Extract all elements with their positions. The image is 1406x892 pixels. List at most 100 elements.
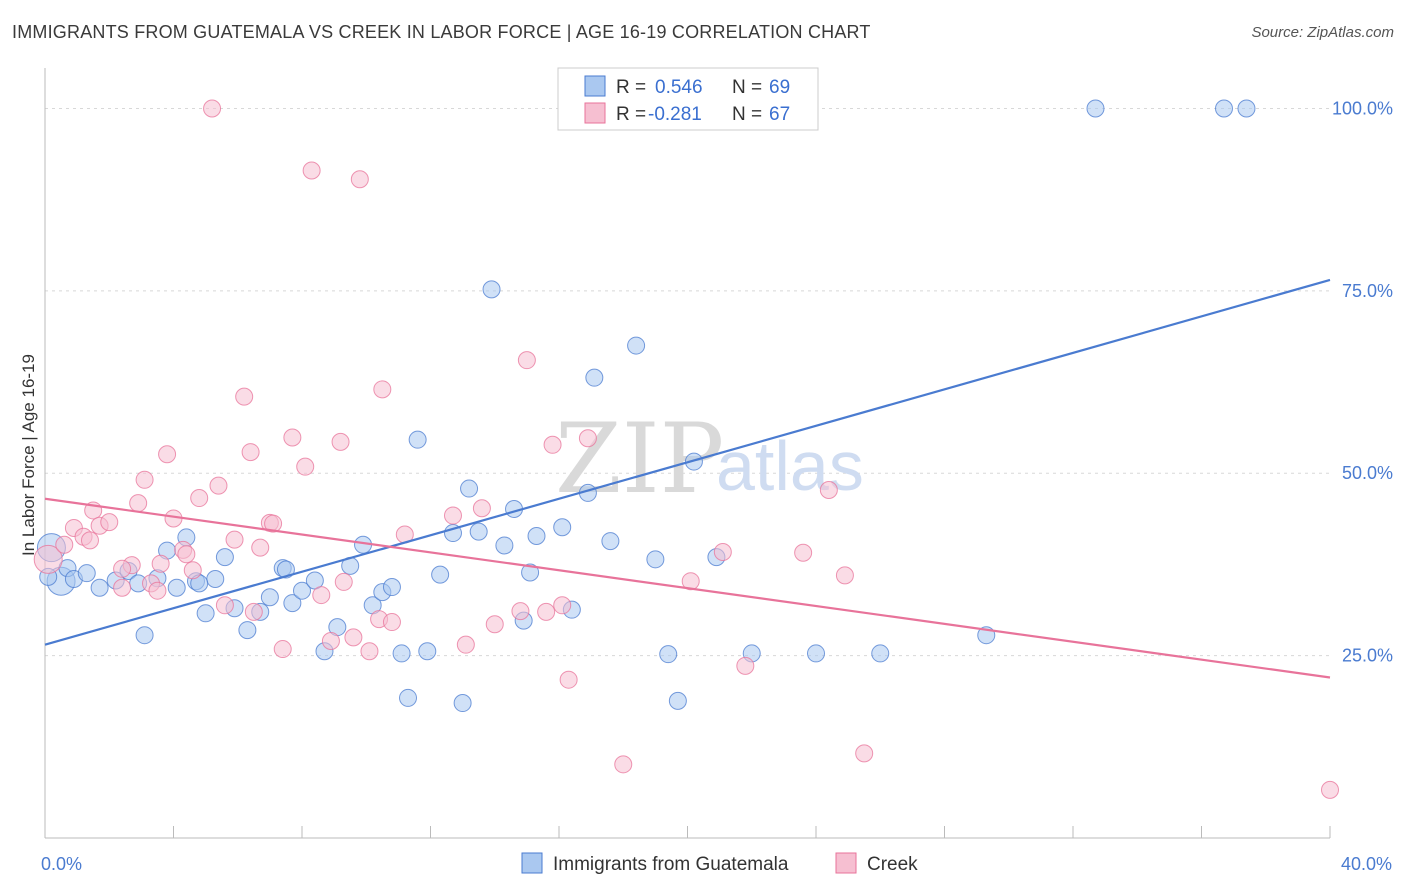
legend-n-label-1: N =	[732, 77, 762, 98]
creek-point-55	[819, 481, 838, 500]
chart-title: IMMIGRANTS FROM GUATEMALA VS CREEK IN LA…	[12, 22, 871, 42]
creek-point-23	[241, 443, 260, 462]
guatemala-point-60	[871, 644, 890, 663]
creek-point-30	[312, 586, 331, 605]
guatemala-point-45	[521, 563, 540, 582]
creek-point-32	[331, 432, 350, 451]
creek-point-21	[225, 530, 244, 549]
guatemala-point-64	[1237, 99, 1256, 118]
creek-point-9	[129, 494, 148, 513]
creek-point-38	[382, 613, 401, 632]
guatemala-point-37	[443, 524, 462, 543]
creek-point-59	[151, 554, 170, 573]
legend-n-value-2: 67	[769, 104, 790, 125]
creek-point-18	[203, 99, 222, 118]
legend-n-value-1: 69	[769, 77, 790, 98]
guatemala-point-16	[215, 548, 234, 567]
creek-point-48	[559, 670, 578, 689]
creek-point-10	[135, 470, 154, 489]
guatemala-point-66	[276, 560, 295, 579]
legend-pink-swatch	[584, 102, 606, 124]
creek-point-49	[578, 429, 597, 448]
guatemala-point-62	[1086, 99, 1105, 118]
creek-point-62	[264, 514, 283, 533]
guatemala-point-22	[283, 594, 302, 613]
guatemala-point-11	[167, 578, 186, 597]
guatemala-point-63	[1214, 99, 1233, 118]
guatemala-point-39	[460, 479, 479, 498]
creek-point-63	[511, 602, 530, 621]
creek-point-22	[235, 387, 254, 406]
creek-point-17	[190, 489, 209, 508]
creek-point-52	[713, 543, 732, 562]
creek-point-0	[33, 544, 63, 574]
legend-guatemala-swatch	[521, 852, 543, 874]
y-tick-label-0: 25.0%	[1342, 646, 1393, 666]
guatemala-point-8	[135, 626, 154, 645]
series-legend: Immigrants from Guatemala Creek	[521, 852, 918, 875]
guatemala-point-20	[260, 588, 279, 607]
guatemala-point-46	[527, 526, 546, 545]
creek-point-28	[296, 457, 315, 476]
creek-point-7	[113, 578, 132, 597]
guatemala-point-5	[90, 578, 109, 597]
creek-point-24	[251, 538, 270, 557]
y-tick-label-1: 50.0%	[1342, 463, 1393, 483]
creek-point-66	[177, 545, 196, 564]
guatemala-point-40	[469, 522, 488, 541]
guatemala-point-51	[601, 532, 620, 551]
guatemala-point-59	[807, 644, 825, 663]
guatemala-point-41	[482, 280, 501, 299]
axes	[44, 68, 1331, 839]
creek-point-51	[681, 572, 700, 591]
creek-point-16	[183, 561, 202, 580]
legend-r-value-1: 0.546	[655, 77, 703, 98]
guatemala-point-55	[668, 691, 687, 710]
creek-point-46	[543, 435, 562, 454]
creek-point-43	[485, 615, 504, 634]
creek-point-35	[360, 642, 379, 661]
creek-point-27	[283, 428, 302, 447]
x-tick-labels: 0.0% 40.0%	[41, 854, 1392, 874]
series-creek-points	[33, 99, 1339, 799]
creek-point-33	[344, 628, 363, 647]
creek-point-29	[302, 161, 321, 180]
guatemala-point-15	[206, 570, 225, 589]
creek-point-65	[113, 559, 132, 578]
guatemala-trend-line	[44, 278, 1331, 646]
x-tick-label-1: 40.0%	[1341, 854, 1392, 874]
creek-point-40	[443, 506, 462, 525]
legend-r-label-2: R =	[616, 104, 646, 125]
legend-guatemala-label: Immigrants from Guatemala	[553, 854, 789, 875]
creek-point-60	[244, 602, 263, 621]
legend-blue-swatch	[584, 75, 606, 97]
creek-point-61	[80, 531, 99, 550]
legend-creek-swatch	[835, 852, 857, 874]
y-tick-label-3: 100.0%	[1332, 98, 1393, 118]
creek-point-58	[1321, 780, 1339, 799]
creek-point-44	[517, 351, 536, 370]
legend-creek-label: Creek	[867, 854, 918, 875]
correlation-legend: R = 0.546 N = 69 R = -0.281 N = 67	[557, 67, 819, 131]
creek-point-12	[148, 581, 167, 600]
guatemala-point-54	[659, 645, 678, 664]
legend-r-label-1: R =	[616, 77, 646, 98]
guatemala-point-18	[238, 621, 257, 640]
y-tick-label-2: 75.0%	[1342, 281, 1393, 301]
guatemala-point-35	[418, 642, 437, 661]
guatemala-point-52	[627, 336, 646, 355]
guatemala-point-42	[495, 536, 514, 555]
source-label: Source: ZipAtlas.com	[1251, 24, 1394, 41]
y-axis-title: In Labor Force | Age 16-19	[19, 354, 38, 556]
legend-r-value-2: -0.281	[648, 104, 702, 125]
creek-point-53	[736, 656, 755, 675]
series-guatemala-points	[36, 99, 1256, 713]
x-tick-label-0: 0.0%	[41, 854, 82, 874]
creek-point-47	[553, 596, 572, 615]
creek-point-57	[855, 744, 874, 763]
creek-point-64	[334, 572, 353, 591]
guatemala-point-4	[77, 564, 96, 583]
trend-lines	[44, 278, 1331, 679]
guatemala-point-36	[431, 565, 450, 584]
